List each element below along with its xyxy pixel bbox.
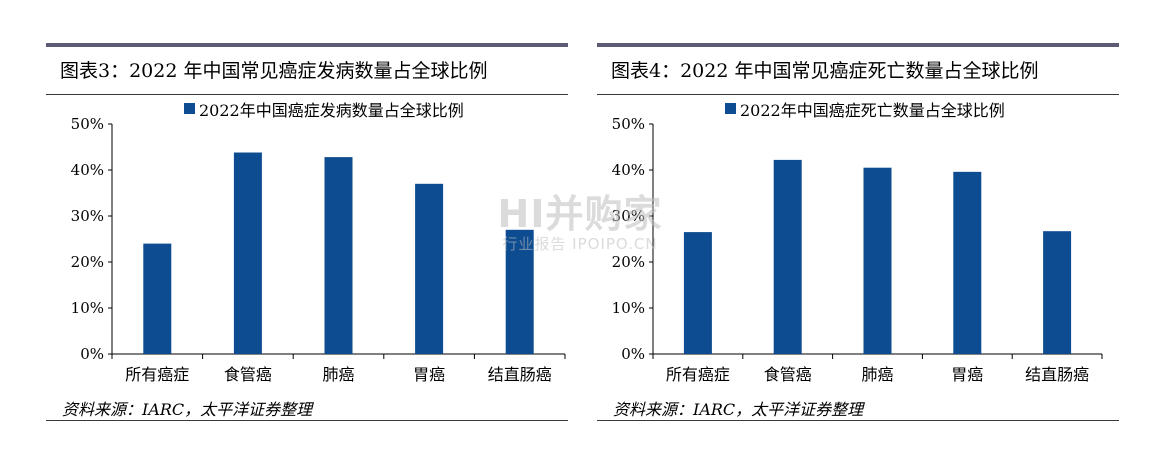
source-note: 资料来源：IARC，太平洋证券整理 [62, 400, 313, 419]
y-tick-label: 50% [71, 115, 104, 133]
bar [773, 159, 802, 354]
x-tick-label: 所有癌症 [125, 365, 189, 384]
bar-chart: 0% 10% 20% 30% 40% 50% 所有癌症 食管癌 肺癌 胃癌 结直肠癌 [71, 115, 566, 384]
x-tick-label: 所有癌症 [666, 365, 730, 384]
y-tick-label: 10% [612, 299, 645, 317]
legend-label: 2022年中国癌症死亡数量占全球比例 [740, 101, 1005, 120]
chart-title: 图表4：2022 年中国常见癌症死亡数量占全球比例 [611, 60, 1039, 82]
bar [953, 171, 982, 354]
x-tick-label: 食管癌 [224, 365, 272, 384]
legend-label: 2022年中国癌症发病数量占全球比例 [199, 101, 464, 120]
bar-chart: 0% 10% 20% 30% 40% 50% 所有癌症 食管癌 肺癌 胃癌 结直肠癌 [612, 115, 1103, 384]
title-rule [46, 94, 568, 95]
bar [143, 243, 172, 354]
legend-swatch [184, 103, 195, 114]
bar [233, 152, 262, 354]
x-tick-label: 食管癌 [764, 365, 812, 384]
y-tick-label: 0% [621, 345, 645, 363]
legend: 2022年中国癌症死亡数量占全球比例 [597, 97, 1119, 121]
x-tick-label: 肺癌 [322, 365, 354, 384]
panel-top-rule [46, 43, 568, 47]
y-tick-label: 10% [71, 299, 104, 317]
bar [863, 167, 892, 354]
chart-panel-mortality: 图表4：2022 年中国常见癌症死亡数量占全球比例 2022年中国癌症死亡数量占… [597, 43, 1119, 423]
y-tick-label: 30% [612, 207, 645, 225]
y-tick-label: 0% [80, 345, 104, 363]
y-tick-label: 30% [71, 207, 104, 225]
chart-panel-incidence: 图表3：2022 年中国常见癌症发病数量占全球比例 2022年中国癌症发病数量占… [46, 43, 568, 423]
x-tick-label: 结直肠癌 [1025, 365, 1089, 384]
source-rule [46, 420, 568, 421]
x-tick-label: 胃癌 [413, 365, 445, 384]
bar [324, 157, 353, 354]
bar [1043, 231, 1072, 354]
legend-swatch [725, 103, 736, 114]
y-tick-label: 50% [612, 115, 645, 133]
panel-top-rule [597, 43, 1119, 47]
bar [683, 232, 712, 354]
x-tick-label: 结直肠癌 [488, 365, 552, 384]
chart-title: 图表3：2022 年中国常见癌症发病数量占全球比例 [60, 60, 488, 82]
legend: 2022年中国癌症发病数量占全球比例 [46, 97, 568, 121]
bar [505, 229, 534, 354]
source-note: 资料来源：IARC，太平洋证券整理 [613, 400, 864, 419]
title-rule [597, 94, 1119, 95]
y-tick-label: 20% [71, 253, 104, 271]
y-tick-label: 40% [612, 161, 645, 179]
x-tick-label: 肺癌 [861, 365, 893, 384]
y-tick-label: 40% [71, 161, 104, 179]
x-tick-label: 胃癌 [951, 365, 983, 384]
bar [415, 183, 444, 354]
y-tick-label: 20% [612, 253, 645, 271]
source-rule [597, 420, 1119, 421]
